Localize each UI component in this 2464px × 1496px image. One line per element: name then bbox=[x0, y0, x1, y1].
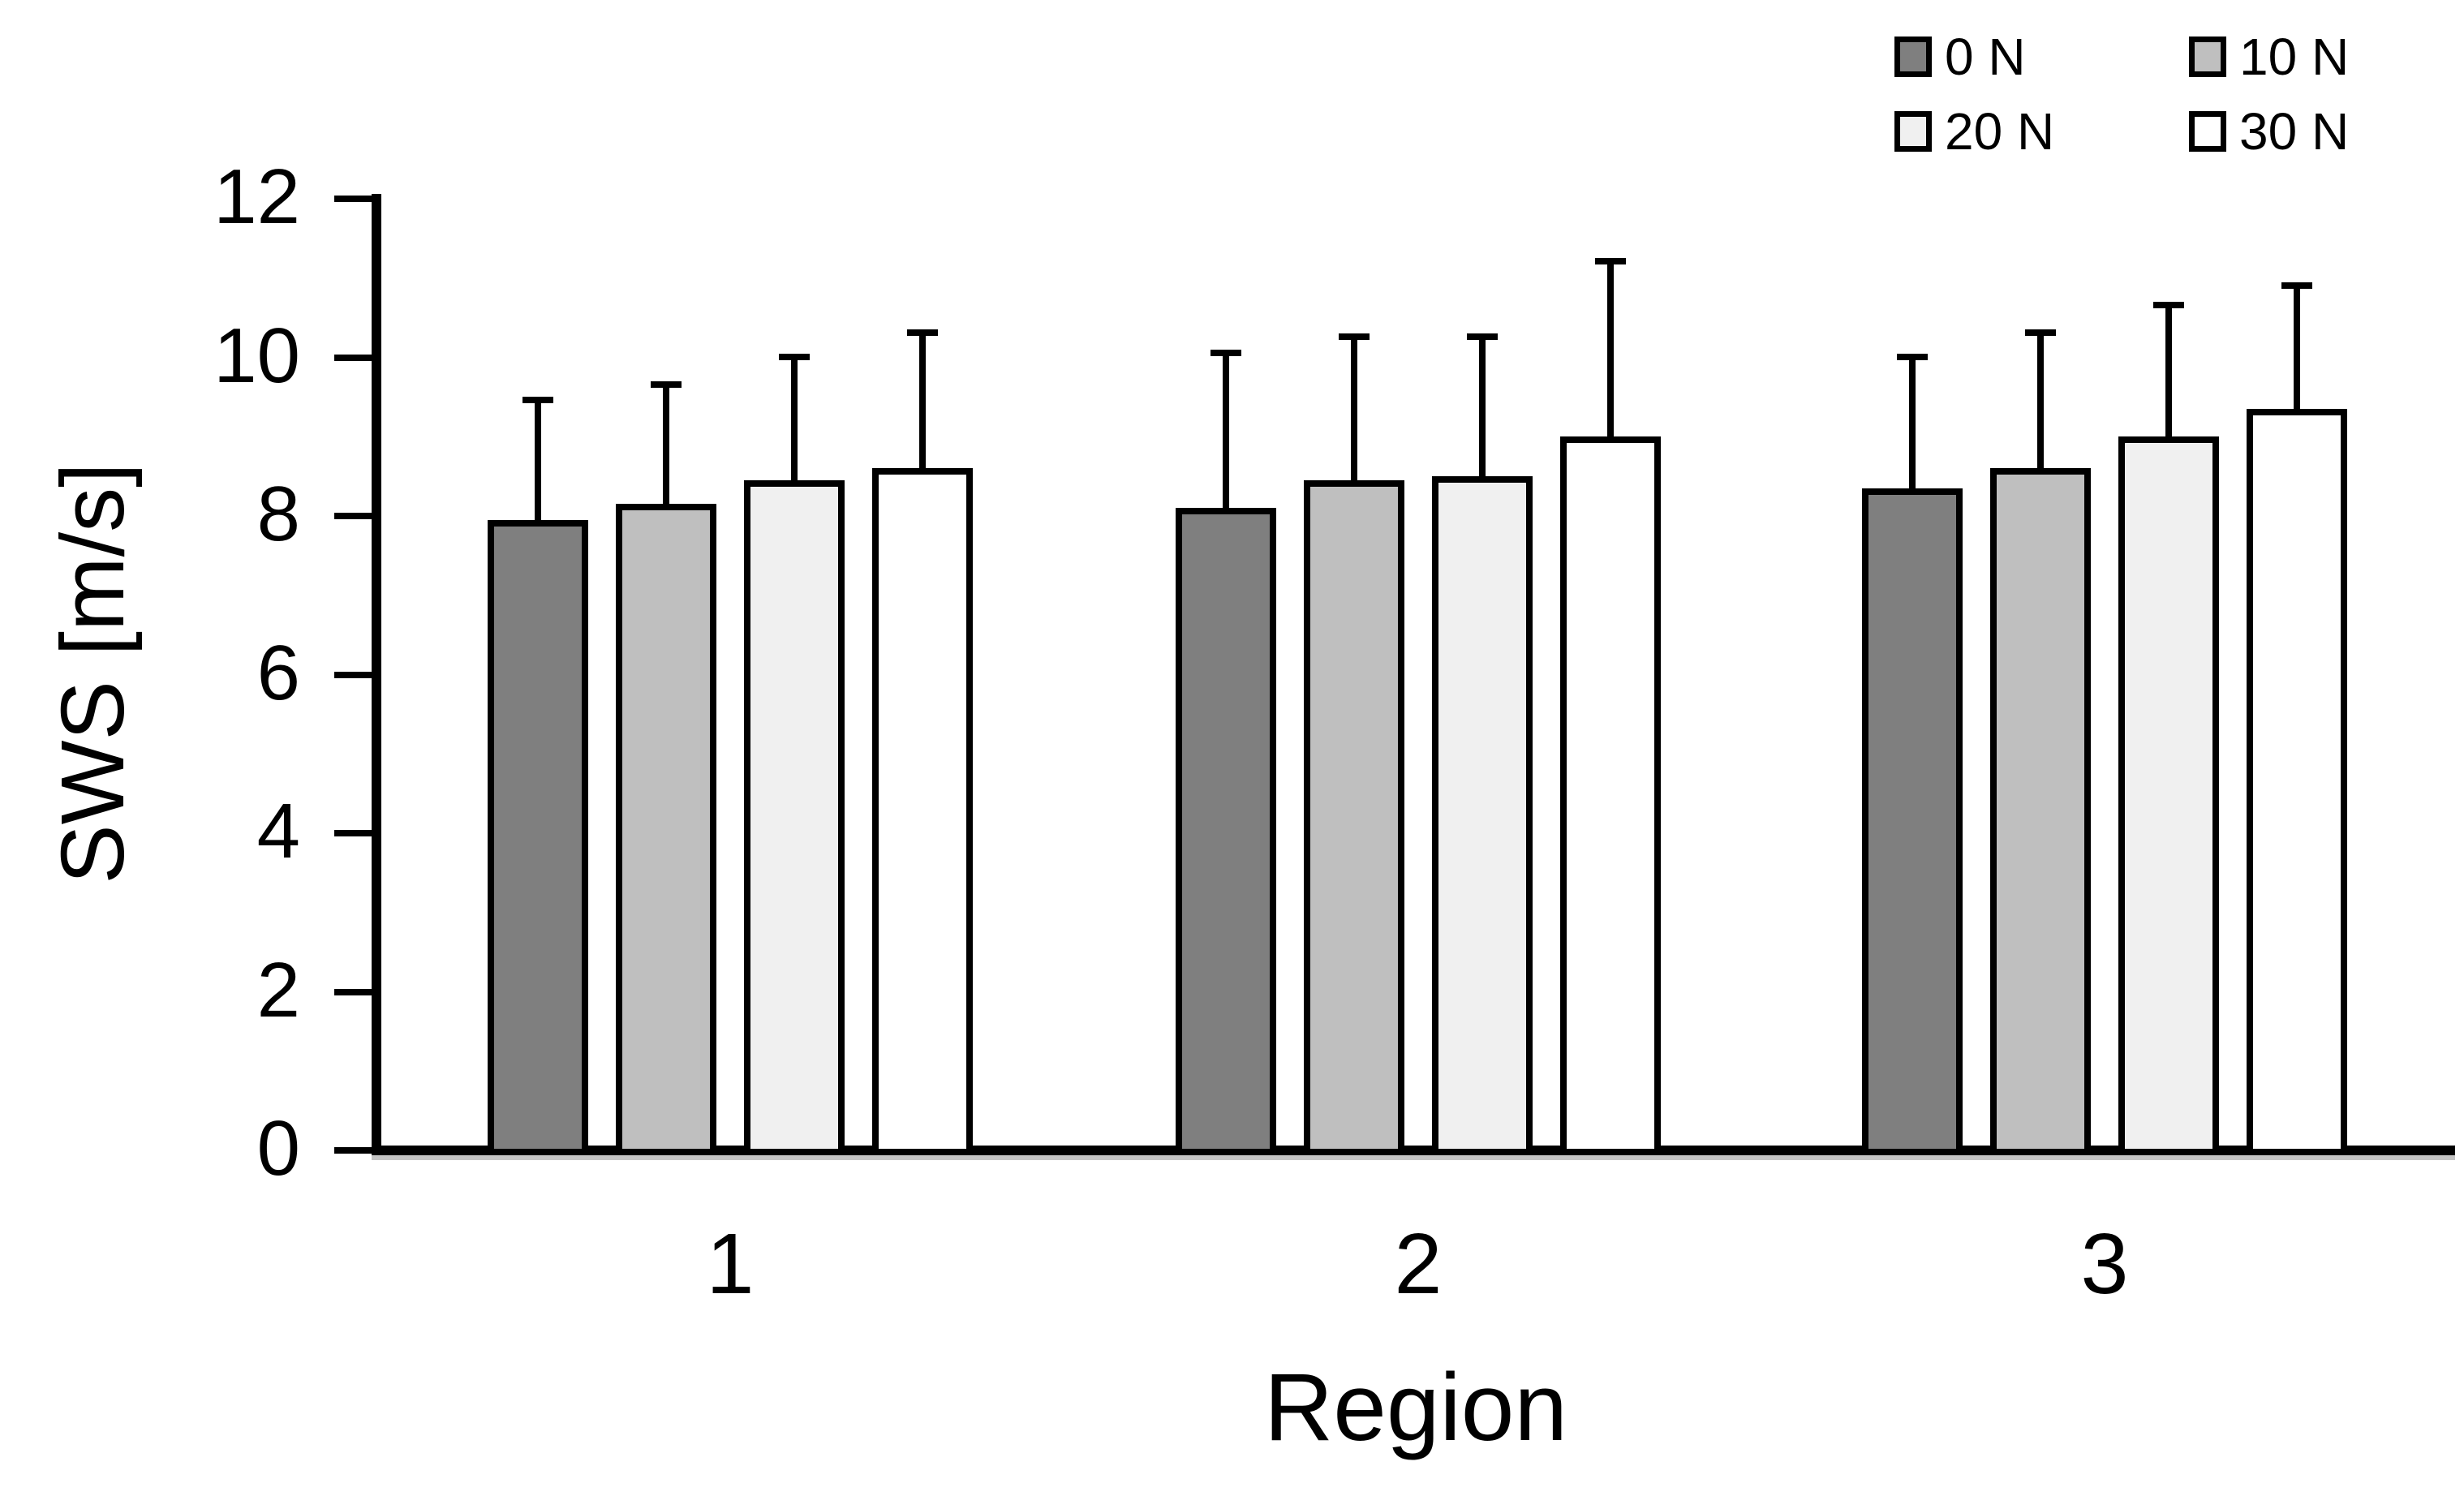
legend-label: 20 N bbox=[1945, 102, 2055, 161]
error-bar-cap bbox=[779, 353, 810, 360]
error-bar-line bbox=[2037, 329, 2044, 469]
bar-10N-region-1 bbox=[616, 504, 716, 1155]
bar-20N-region-2 bbox=[1432, 476, 1533, 1155]
legend-item-0N: 0 N bbox=[1894, 31, 2026, 83]
legend-swatch-icon bbox=[1894, 37, 1932, 77]
y-tick-label: 4 bbox=[256, 788, 300, 875]
legend-label: 0 N bbox=[1945, 28, 2026, 86]
legend-item-20N: 20 N bbox=[1894, 105, 2054, 157]
y-tick-label: 10 bbox=[213, 312, 300, 399]
legend-swatch-icon bbox=[1894, 111, 1932, 152]
error-bar-line bbox=[663, 380, 669, 505]
error-bar-cap bbox=[1897, 353, 1928, 360]
x-category-label: 2 bbox=[1394, 1216, 1443, 1312]
bar-10N-region-2 bbox=[1304, 480, 1404, 1155]
bar-30N-region-2 bbox=[1560, 436, 1661, 1155]
bar-20N-region-1 bbox=[744, 480, 845, 1155]
bar-10N-region-3 bbox=[1990, 468, 2091, 1155]
y-tick bbox=[334, 354, 372, 361]
legend-label: 30 N bbox=[2239, 102, 2350, 161]
y-tick-label: 0 bbox=[256, 1105, 300, 1193]
bar-0N-region-2 bbox=[1176, 508, 1276, 1155]
x-category-label: 1 bbox=[706, 1216, 755, 1312]
y-axis bbox=[372, 194, 381, 1155]
legend-item-30N: 30 N bbox=[2189, 105, 2349, 157]
error-bar-line bbox=[535, 397, 541, 520]
error-bar-cap bbox=[1210, 349, 1241, 356]
bar-0N-region-1 bbox=[488, 519, 588, 1155]
legend-swatch-icon bbox=[2189, 111, 2226, 152]
error-bar-line bbox=[1479, 333, 1486, 477]
error-bar-cap bbox=[1339, 333, 1370, 341]
error-bar-cap bbox=[907, 329, 938, 337]
y-tick bbox=[334, 1147, 372, 1154]
error-bar-cap bbox=[2153, 302, 2184, 309]
y-tick bbox=[334, 988, 372, 995]
error-bar-line bbox=[2294, 282, 2300, 410]
bar-20N-region-3 bbox=[2118, 436, 2219, 1155]
y-tick bbox=[334, 671, 372, 678]
error-bar-cap bbox=[1595, 258, 1626, 265]
error-bar-cap bbox=[1467, 333, 1498, 341]
x-axis-title: Region bbox=[1264, 1354, 1567, 1461]
y-tick bbox=[334, 196, 372, 202]
y-tick bbox=[334, 513, 372, 519]
y-tick-label: 2 bbox=[256, 946, 300, 1034]
error-bar-line bbox=[1909, 353, 1916, 488]
error-bar-cap bbox=[522, 397, 553, 404]
y-tick-label: 8 bbox=[256, 471, 300, 558]
legend-swatch-icon bbox=[2189, 37, 2226, 77]
error-bar-line bbox=[2165, 302, 2172, 437]
bar-30N-region-1 bbox=[872, 468, 973, 1155]
error-bar-line bbox=[1607, 258, 1614, 437]
legend-item-10N: 10 N bbox=[2189, 31, 2349, 83]
x-category-label: 3 bbox=[2080, 1216, 2129, 1312]
error-bar-line bbox=[919, 329, 926, 469]
error-bar-cap bbox=[2025, 329, 2056, 337]
error-bar-cap bbox=[2281, 282, 2312, 289]
bar-0N-region-3 bbox=[1862, 488, 1963, 1155]
y-tick-label: 12 bbox=[213, 153, 300, 241]
error-bar-line bbox=[1351, 333, 1357, 480]
error-bar-line bbox=[791, 353, 798, 480]
y-tick-label: 6 bbox=[256, 629, 300, 716]
y-axis-title: SWS [m/s] bbox=[43, 462, 143, 884]
y-tick bbox=[334, 830, 372, 836]
bar-30N-region-3 bbox=[2247, 409, 2347, 1155]
error-bar-cap bbox=[651, 380, 682, 388]
error-bar-line bbox=[1223, 349, 1229, 509]
legend-label: 10 N bbox=[2239, 28, 2350, 86]
